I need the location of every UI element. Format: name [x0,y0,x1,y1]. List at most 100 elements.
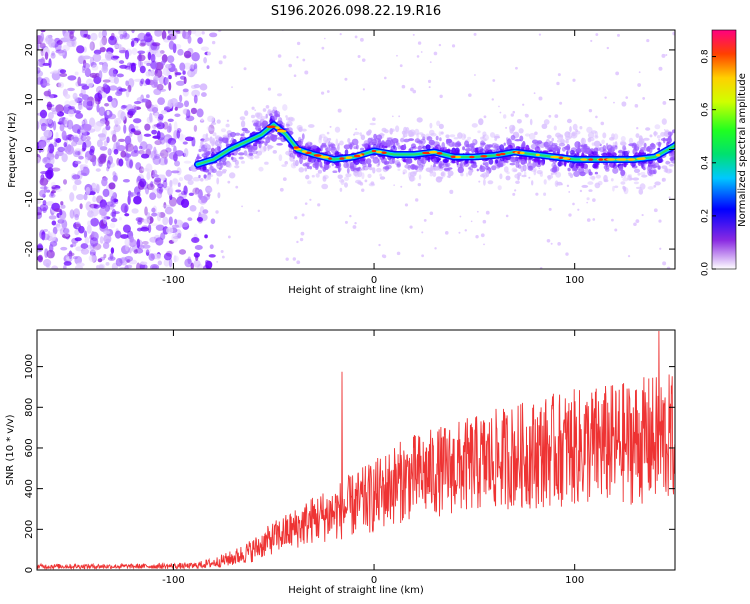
spectrogram-cell [572,123,578,131]
spectrogram-cell [142,244,151,249]
spectrogram-cell [193,63,198,70]
spectrogram-cell [386,142,391,148]
spectrogram-cell [52,226,58,235]
spectrogram-cell [335,138,339,146]
spectrogram-cell [381,254,386,258]
spectrogram-cell [612,185,615,192]
spectrogram-cell [154,177,162,183]
spectrogram-cell [183,62,192,70]
spectrogram-cell [50,181,56,188]
spectrogram-cell [654,124,661,130]
ridge-peak [371,149,377,153]
spectrogram-cell [141,98,149,103]
spectrogram-cell [638,71,641,74]
spectrogram-cell [580,137,586,145]
spectrogram-cell [339,33,342,36]
spectrogram-cell [89,248,98,253]
ridge-peak [519,151,525,155]
spectrogram-cell [439,137,442,142]
spectrogram-cell [104,102,110,107]
spectrogram-cell [442,164,449,168]
spectrogram-cell [209,141,216,145]
spectrogram-cell [85,201,92,211]
spectrogram-cell [99,146,108,151]
spectrogram-cell [325,147,332,152]
spectrogram-cell [197,263,203,269]
spectrogram-cell [604,96,607,99]
spectrogram-cell [282,104,288,111]
spectrogram-cell [92,204,101,209]
spectrogram-cell [110,196,115,205]
spectrogram-cell [449,189,454,194]
spectrogram-cell [557,242,561,246]
spectrogram-cell [146,62,151,67]
spectrogram-cell [179,62,186,71]
spectrogram-cell [634,144,637,151]
spectrogram-cell [553,164,557,172]
spectrogram-cell [403,138,409,143]
spectrogram-cell [411,143,416,149]
spectrogram-cell [587,132,595,139]
spectrogram-cell [173,121,178,132]
spectrogram-cell [110,203,116,208]
spectrogram-cell [146,212,151,221]
spectrogram-cell [474,74,476,76]
spectrogram-cell [64,227,70,237]
spectrogram-cell [187,70,191,77]
spectrogram-cell [118,138,126,142]
spectrogram-cell [432,171,437,177]
spectrogram-cell [166,35,172,41]
spectrogram-cell [661,165,668,169]
spectrogram-cell [626,175,631,181]
spectrogram-cell [182,31,191,40]
spectrogram-cell [99,207,108,216]
spectrogram-cell [490,132,495,138]
spectrogram-cell [364,179,368,183]
spectrogram-cell [358,166,361,170]
spectrogram-cell [136,227,143,232]
spectrogram-cell [145,143,153,151]
spectrogram-cell [111,134,117,143]
spectrogram-cell [285,115,288,118]
spectrogram-cell [427,79,432,83]
spectrogram-cell [320,91,325,95]
spectrogram-cell [577,141,581,149]
spectrogram-cell [182,141,188,145]
spectrogram-cell [200,141,204,146]
spectrogram-cell [637,172,641,176]
spectrogram-cell [63,141,68,148]
spectrogram-cell [74,213,79,221]
spectrogram-cell [505,160,509,164]
ridge-peak [500,152,506,156]
spectrogram-cell [174,218,178,225]
spectrogram-cell [589,176,596,180]
spectrogram-cell [51,265,59,269]
spectrogram-cell [124,65,131,70]
spectrogram-cell [402,135,406,139]
spectrogram-cell [118,158,124,167]
spectrogram-cell [110,247,115,254]
spectrogram-cell [102,83,108,88]
colorbar-tick-label: 0.0 [701,262,711,277]
spectrogram-cell [349,143,353,150]
spectrogram-cell [194,30,202,37]
spectrogram-cell [100,58,108,63]
spectrogram-cell [311,144,318,149]
spectrogram-cell [174,113,181,118]
spectrogram-cell [171,170,180,174]
spectrogram-cell [80,243,89,249]
spectrogram-cell [551,137,554,142]
spectrogram-cell [417,167,423,173]
spectrogram-cell [184,258,193,268]
spectrogram-cell [433,51,438,56]
spectrogram-cell [397,168,401,171]
spectrogram-cell [263,123,267,126]
spectrogram-cell [154,49,163,58]
spectrogram-cell [234,159,239,166]
spectrogram-cell [57,219,65,224]
spectrogram-cell [235,185,239,189]
spectrogram-cell [112,70,117,78]
spectrogram-cell [267,87,272,91]
spectrogram-cell [166,55,175,64]
